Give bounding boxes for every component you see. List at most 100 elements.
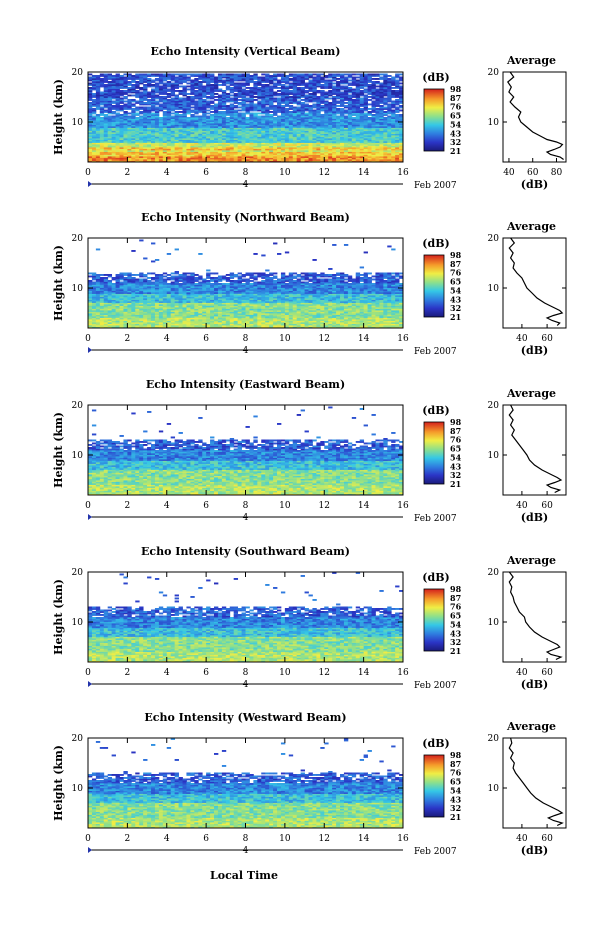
heat-cell	[162, 118, 168, 121]
heat-cell	[296, 120, 302, 122]
heat-cell	[119, 123, 124, 125]
heat-cell	[300, 129, 305, 131]
heat-cell	[316, 90, 321, 92]
heat-cell	[158, 129, 164, 131]
heat-cell	[375, 142, 380, 145]
heat-cell	[154, 138, 160, 140]
heat-cell	[273, 153, 278, 155]
heat-cell	[304, 138, 309, 140]
heat-cell	[359, 154, 365, 157]
heat-cell	[328, 123, 333, 125]
heat-cell	[206, 130, 211, 133]
heat-cell	[336, 147, 341, 149]
heat-cell	[107, 106, 113, 109]
heat-cell	[103, 114, 109, 116]
heat-cell	[229, 129, 235, 131]
heat-cell	[225, 85, 231, 88]
heat-cell	[253, 103, 258, 106]
heat-cell	[202, 120, 207, 122]
heat-cell	[359, 124, 365, 127]
heat-cell	[194, 150, 199, 152]
heat-cell	[107, 112, 113, 115]
heat-cell	[363, 127, 368, 130]
heat-cell	[170, 106, 176, 109]
heat-cell	[300, 118, 305, 121]
heat-cell	[95, 106, 101, 109]
heat-cell	[261, 135, 266, 137]
heat-cell	[233, 154, 239, 157]
heat-cell	[304, 124, 309, 127]
heat-cell	[88, 106, 93, 109]
heat-cell	[257, 142, 262, 145]
heat-cell	[375, 156, 380, 158]
heat-cell	[91, 108, 97, 110]
heat-cell	[399, 109, 404, 112]
heat-cell	[359, 123, 365, 125]
heat-cell	[241, 154, 246, 157]
heat-cell	[367, 142, 372, 145]
heat-cell	[225, 142, 231, 145]
heat-cell	[395, 154, 400, 157]
heat-cell	[359, 132, 365, 134]
heat-cell	[178, 157, 183, 160]
heat-cell	[296, 151, 302, 154]
heat-cell	[115, 132, 120, 134]
heat-cell	[332, 151, 337, 154]
heat-cell	[284, 136, 290, 139]
heat-cell	[131, 145, 136, 148]
heat-cell	[131, 84, 136, 86]
heat-cell	[269, 124, 274, 127]
heat-cell	[143, 139, 148, 142]
heat-cell	[123, 130, 128, 133]
heat-cell	[320, 115, 325, 118]
heat-cell	[304, 153, 309, 155]
heat-cell	[300, 105, 305, 107]
heat-cell	[103, 132, 109, 134]
heat-cell	[88, 156, 93, 158]
heat-cell	[206, 136, 211, 139]
heat-cell	[174, 105, 179, 107]
heat-cell	[143, 138, 148, 140]
heat-cell	[395, 144, 400, 146]
heat-cell	[269, 142, 274, 145]
heat-cell	[320, 109, 325, 112]
heat-cell	[151, 124, 156, 127]
heat-cell	[198, 108, 203, 110]
heat-cell	[340, 151, 345, 154]
heat-cell	[202, 139, 207, 142]
heat-cell	[288, 120, 294, 122]
heat-cell	[214, 118, 219, 121]
heat-cell	[375, 85, 380, 88]
heat-cell	[88, 87, 93, 89]
heat-cell	[95, 139, 101, 142]
x-tick-label: 4	[164, 168, 170, 178]
heat-cell	[261, 123, 266, 125]
heat-cell	[221, 123, 227, 125]
heat-cell	[324, 138, 329, 140]
heat-cell	[119, 105, 124, 107]
heat-cell	[249, 147, 254, 149]
heat-cell	[229, 150, 235, 152]
heat-cell	[206, 121, 211, 124]
heat-cell	[237, 145, 242, 148]
heat-cell	[316, 154, 321, 157]
heat-cell	[174, 121, 179, 124]
heat-cell	[269, 108, 274, 110]
heat-cell	[391, 112, 396, 115]
heat-cell	[399, 117, 404, 119]
heat-cell	[316, 121, 321, 124]
heat-cell	[194, 156, 199, 158]
heat-cell	[379, 108, 384, 110]
heat-cell	[119, 118, 124, 121]
heat-cell	[170, 108, 176, 110]
heat-cell	[241, 142, 246, 145]
heat-cell	[135, 154, 140, 157]
heat-cell	[99, 148, 105, 151]
heat-cell	[154, 132, 160, 134]
heat-cell	[245, 159, 250, 161]
heat-cell	[355, 132, 361, 134]
heat-cell	[383, 154, 388, 157]
heat-cell	[95, 136, 101, 139]
heat-cell	[399, 159, 404, 161]
heat-cell	[399, 145, 404, 148]
